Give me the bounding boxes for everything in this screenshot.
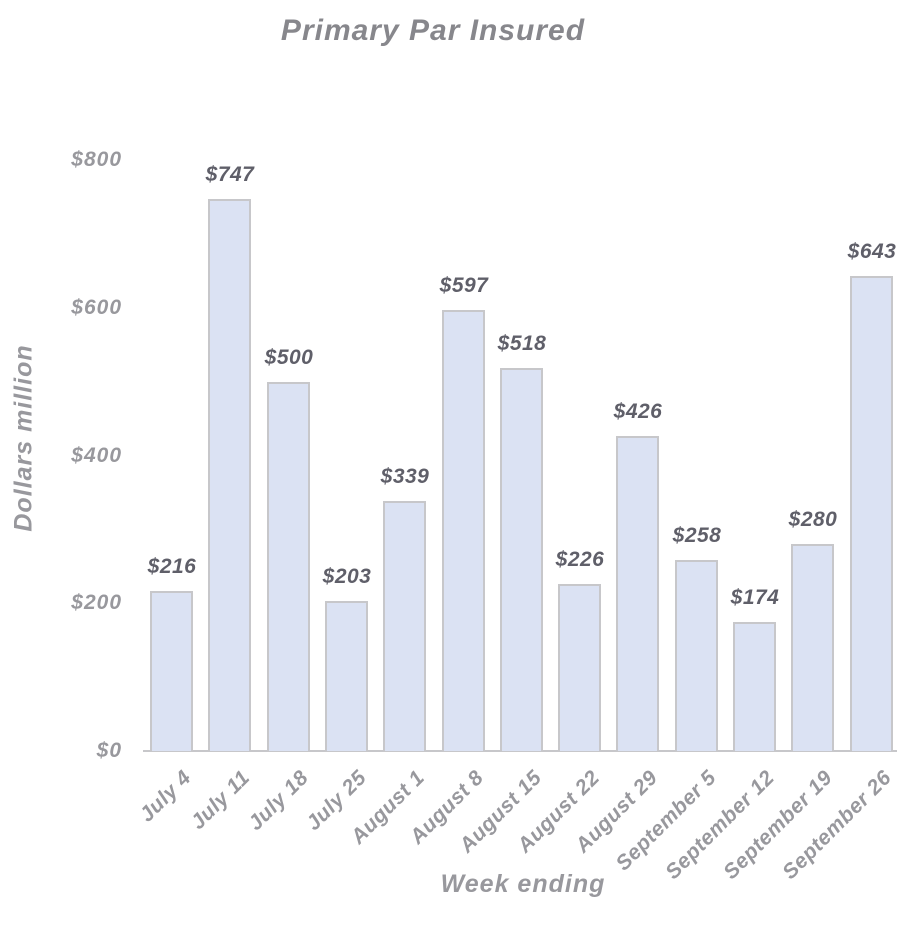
x-axis-title: Week ending — [440, 870, 606, 898]
bar-value-label: $597 — [439, 274, 489, 297]
bar — [791, 544, 834, 751]
x-axis-line — [143, 750, 897, 752]
bar — [675, 560, 718, 751]
chart-title: Primary Par Insured — [280, 14, 586, 47]
bar-value-label: $500 — [264, 346, 314, 369]
bar — [325, 601, 368, 751]
bar-value-label: $258 — [672, 524, 722, 547]
y-tick-label: $0 — [96, 739, 122, 762]
bar-value-label: $518 — [497, 332, 547, 355]
bar — [500, 368, 543, 751]
bar — [150, 591, 193, 751]
bar — [208, 199, 251, 751]
bar-value-label: $280 — [788, 508, 838, 531]
bar-value-label: $174 — [730, 586, 780, 609]
bar — [442, 310, 485, 751]
bar — [383, 501, 426, 751]
bar-value-label: $226 — [555, 548, 605, 571]
bar-value-label: $426 — [613, 400, 663, 423]
y-tick-label: $800 — [71, 148, 122, 171]
y-tick-label: $400 — [71, 444, 122, 467]
y-axis-title: Dollars million — [9, 344, 38, 532]
bar-value-label: $339 — [380, 465, 430, 488]
x-tick-label: July 11 — [186, 766, 255, 834]
bar — [733, 622, 776, 751]
bar — [267, 382, 310, 751]
bar-value-label: $643 — [847, 240, 897, 263]
y-tick-label: $600 — [71, 296, 122, 319]
bar-value-label: $747 — [205, 163, 255, 186]
bar — [850, 276, 893, 751]
bar — [558, 584, 601, 751]
bar — [616, 436, 659, 751]
y-tick-label: $200 — [71, 591, 122, 614]
x-tick-label: September 26 — [778, 766, 897, 884]
x-tick-label: July 18 — [244, 766, 314, 836]
bar-value-label: $203 — [322, 565, 372, 588]
bar-value-label: $216 — [147, 555, 197, 578]
